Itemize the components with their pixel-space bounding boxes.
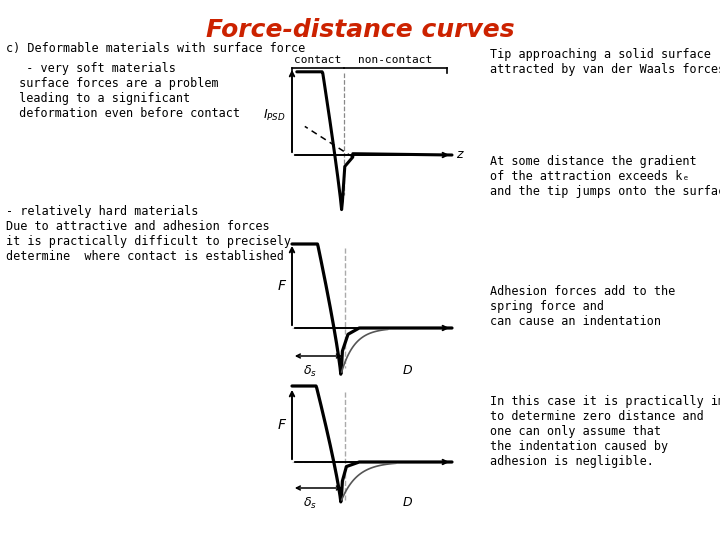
Text: - very soft materials
 surface forces are a problem
 leading to a significant
 d: - very soft materials surface forces are…: [12, 62, 240, 120]
Text: F: F: [278, 279, 286, 293]
Text: Tip approaching a solid surface
attracted by van der Waals forces: Tip approaching a solid surface attracte…: [490, 48, 720, 76]
Text: $\delta_s$: $\delta_s$: [303, 364, 318, 379]
Text: z: z: [456, 148, 462, 161]
Text: Force-distance curves: Force-distance curves: [206, 18, 514, 42]
Text: At some distance the gradient
of the attraction exceeds kₑ
and the tip jumps ont: At some distance the gradient of the att…: [490, 155, 720, 198]
Text: - relatively hard materials
Due to attractive and adhesion forces
it is practica: - relatively hard materials Due to attra…: [6, 205, 291, 263]
Text: contact: contact: [294, 55, 341, 65]
Text: c) Deformable materials with surface force: c) Deformable materials with surface for…: [6, 42, 305, 55]
Text: In this case it is practically impossible
to determine zero distance and
one can: In this case it is practically impossibl…: [490, 395, 720, 468]
Text: F: F: [278, 418, 286, 432]
Text: D: D: [402, 496, 412, 509]
Text: Adhesion forces add to the
spring force and
can cause an indentation: Adhesion forces add to the spring force …: [490, 285, 675, 328]
Text: D: D: [402, 364, 412, 377]
Text: non-contact: non-contact: [359, 55, 433, 65]
Text: $I_{PSD}$: $I_{PSD}$: [264, 107, 286, 123]
Text: $\delta_s$: $\delta_s$: [303, 496, 318, 511]
